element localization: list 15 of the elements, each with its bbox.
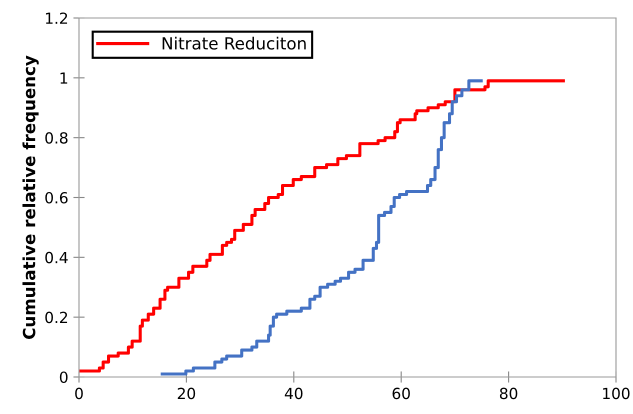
x-tick-label: 60: [392, 388, 410, 400]
y-tick-label: 1.2: [46, 12, 68, 24]
x-tick-label: 20: [178, 388, 196, 400]
x-tick-label: 40: [284, 388, 303, 400]
y-tick-label: 0: [60, 371, 68, 384]
y-tick-label: 1: [60, 72, 68, 84]
x-tick-label: 0: [75, 388, 83, 400]
y-axis-title: Cumulative relative frequency: [22, 56, 39, 339]
y-tick-label: 0.4: [45, 252, 68, 264]
legend-label: Nitrate Reduciton: [162, 36, 306, 50]
x-tick-label: 100: [603, 388, 630, 400]
y-tick-label: 0.8: [45, 132, 68, 144]
y-tick-label: 0.6: [45, 192, 68, 204]
y-tick-label: 0.2: [45, 312, 68, 324]
x-tick-label: 80: [500, 388, 518, 400]
